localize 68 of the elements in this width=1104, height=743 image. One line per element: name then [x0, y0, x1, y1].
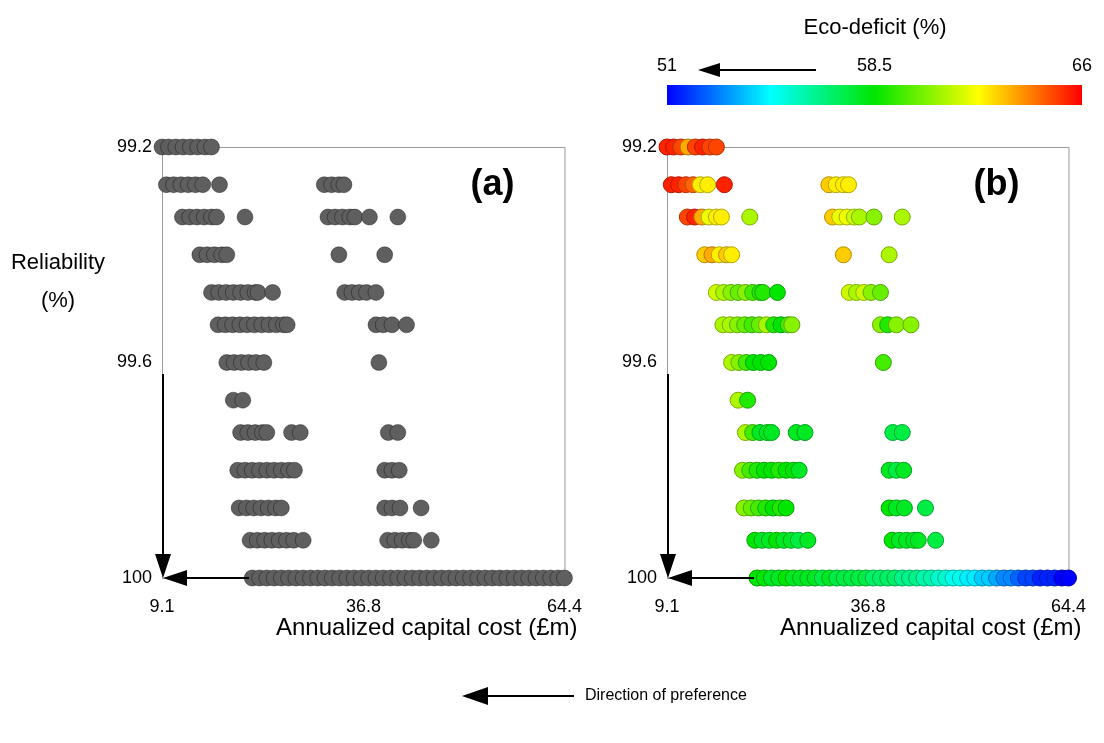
point: [370, 354, 388, 371]
point: [1059, 569, 1077, 587]
point: [291, 424, 309, 442]
point: [202, 138, 220, 156]
point: [272, 499, 290, 517]
point: [909, 531, 927, 549]
point: [390, 461, 408, 479]
point: [285, 461, 303, 479]
y-tick-label: 99.6: [116, 351, 152, 372]
y-tick-label: 100: [626, 566, 657, 587]
point: [218, 246, 236, 264]
point: [840, 176, 857, 194]
point: [234, 391, 252, 409]
point: [346, 208, 364, 226]
point: [294, 531, 312, 549]
point: [330, 246, 348, 264]
point: [927, 531, 945, 549]
point: [255, 354, 273, 371]
point: [211, 176, 228, 194]
y-tick-label: 99.2: [116, 135, 152, 156]
point: [360, 208, 378, 226]
point: [555, 569, 573, 587]
point: [208, 208, 226, 226]
point: [902, 316, 920, 334]
point: [391, 499, 409, 517]
point: [412, 499, 430, 517]
y-axis-title: Reliability (%): [10, 249, 106, 313]
text: Direction of preference: [585, 686, 747, 704]
point: [760, 354, 778, 371]
annotation: (b): [973, 161, 1020, 203]
y-tick-label: 100: [121, 566, 152, 587]
point: [389, 424, 407, 442]
point: [264, 283, 282, 301]
point: [699, 176, 717, 194]
point: [887, 316, 905, 334]
x-tick-label: 9.1: [149, 595, 175, 616]
color-bar-title: Eco-deficit (%): [803, 14, 947, 40]
point: [796, 424, 814, 442]
color-bar-label: 66: [1071, 54, 1093, 75]
point: [422, 531, 440, 549]
point: [874, 354, 892, 371]
x-tick-label: 9.1: [654, 595, 680, 616]
point: [834, 246, 852, 264]
point: [335, 176, 353, 194]
point: [707, 138, 725, 156]
point: [783, 316, 801, 334]
point: [739, 391, 757, 409]
point: [258, 424, 276, 442]
point: [367, 283, 385, 301]
point: [715, 176, 733, 194]
color-bar-label: 51: [656, 54, 678, 75]
point: [916, 499, 934, 517]
point: [389, 208, 407, 226]
point: [236, 208, 254, 226]
annotation: (a): [470, 161, 515, 203]
point: [194, 176, 212, 194]
color-bar-label: 58.5: [856, 54, 893, 75]
y-tick-label: 99.6: [621, 351, 657, 372]
point: [376, 246, 394, 264]
point: [405, 531, 423, 549]
point: [799, 531, 817, 549]
point: [383, 316, 401, 334]
point: [893, 424, 911, 442]
point: [871, 283, 889, 301]
point: [398, 316, 416, 334]
point: [777, 499, 795, 517]
y-tick-label: 99.2: [621, 135, 657, 156]
point: [763, 424, 781, 442]
